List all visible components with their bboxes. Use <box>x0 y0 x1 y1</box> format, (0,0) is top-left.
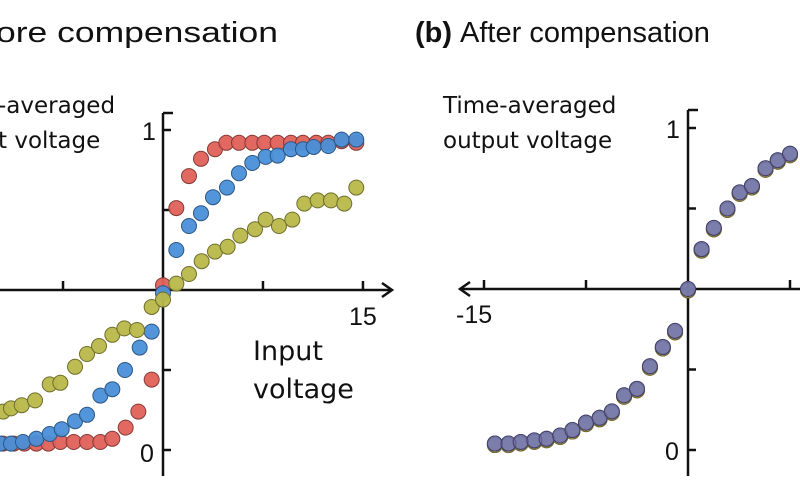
data-point-series-0 <box>256 134 273 151</box>
panel-b-ylabel-line1: Time-averaged <box>442 93 616 119</box>
data-point-series-1 <box>218 179 235 196</box>
data-point-series-1 <box>15 434 32 450</box>
data-point-series-1 <box>104 381 121 398</box>
data-point-series-1 <box>244 154 261 171</box>
data-point-series-3 <box>512 433 529 450</box>
data-point-series-3 <box>667 322 684 339</box>
panel-b: (b) After compensation Time-averaged outp… <box>415 17 800 476</box>
data-point-series-0 <box>117 419 134 436</box>
data-point-series-3 <box>719 200 736 217</box>
data-point-series-2 <box>67 358 84 375</box>
data-point-series-3 <box>782 145 798 162</box>
data-point-series-2 <box>246 221 263 238</box>
data-point-series-3 <box>693 241 710 258</box>
data-point-series-2 <box>13 397 30 414</box>
data-point-series-3 <box>538 430 555 447</box>
data-point-series-3 <box>757 160 774 177</box>
data-point-series-1 <box>333 131 350 148</box>
panel-b-ytick-1: 1 <box>666 116 680 144</box>
data-point-series-2 <box>322 192 339 209</box>
data-point-series-1 <box>143 323 160 340</box>
data-point-series-2 <box>27 392 44 409</box>
panel-a-title: ore compensation <box>0 17 278 49</box>
data-point-series-1 <box>168 242 185 258</box>
data-point-series-2 <box>309 192 326 209</box>
x-axis-arrow <box>457 280 471 298</box>
data-point-series-1 <box>131 339 148 356</box>
data-point-series-3 <box>743 177 760 194</box>
panel-b-ytick-0: 0 <box>665 438 679 466</box>
data-point-series-2 <box>348 179 365 196</box>
panel-a-xlabel-line1: Input <box>253 336 323 367</box>
panel-b-title-text: After compensation <box>460 17 710 49</box>
data-point-series-1 <box>192 205 209 222</box>
panel-a-ylabel-line1: -averaged <box>0 93 115 119</box>
data-point-series-2 <box>180 266 197 282</box>
data-point-series-3 <box>486 435 503 452</box>
data-point-series-2 <box>219 238 236 255</box>
x-axis-arrow <box>381 281 395 299</box>
data-point-series-0 <box>168 200 185 217</box>
data-point-series-1 <box>117 362 134 378</box>
data-point-series-1 <box>180 218 197 234</box>
data-point-series-3 <box>616 387 633 404</box>
data-point-series-2 <box>232 227 249 244</box>
data-point-series-2 <box>257 211 274 228</box>
data-point-series-2 <box>52 374 69 391</box>
data-point-series-1 <box>269 147 286 164</box>
data-point-series-0 <box>79 434 96 450</box>
panel-b-points <box>486 145 798 454</box>
panel-b-title-label: (b) <box>415 17 452 49</box>
data-point-series-1 <box>320 138 337 154</box>
data-point-series-1 <box>53 421 70 438</box>
data-point-series-2 <box>284 211 301 228</box>
data-point-series-2 <box>168 275 185 292</box>
data-point-series-3 <box>680 281 696 297</box>
panel-a-xtick-15: 15 <box>349 303 377 331</box>
data-point-series-1 <box>28 430 45 447</box>
data-point-series-1 <box>79 406 96 423</box>
panel-b-axes <box>457 108 800 476</box>
data-point-series-1 <box>204 189 221 206</box>
data-point-series-0 <box>230 134 247 151</box>
data-point-series-2 <box>129 322 146 338</box>
data-point-series-3 <box>705 219 722 236</box>
data-point-series-2 <box>91 338 108 354</box>
panel-a-ytick-0: 0 <box>140 440 154 468</box>
data-point-series-3 <box>578 414 594 431</box>
data-point-series-1 <box>348 131 365 148</box>
panel-b-title: (b) After compensation <box>415 17 710 49</box>
data-point-series-2 <box>155 291 171 308</box>
data-point-series-0 <box>192 150 209 167</box>
data-point-series-3 <box>654 338 671 355</box>
data-point-series-3 <box>564 422 581 439</box>
data-point-series-2 <box>296 195 313 212</box>
panel-a: ore compensation -averaged t voltage Inp… <box>0 17 395 476</box>
data-point-series-2 <box>193 253 210 270</box>
panel-b-ylabel-line2: output voltage <box>443 128 612 154</box>
panel-b-xtick-minus15: -15 <box>456 301 492 329</box>
data-point-series-1 <box>305 138 322 155</box>
panel-a-ylabel-line2: t voltage <box>0 128 100 154</box>
data-point-series-3 <box>629 380 645 397</box>
data-point-series-0 <box>104 430 121 447</box>
data-point-series-3 <box>603 403 620 420</box>
data-point-series-0 <box>180 168 197 185</box>
panel-a-ytick-1: 1 <box>142 118 156 146</box>
data-point-series-0 <box>65 434 82 450</box>
panel-a-axes <box>0 111 395 476</box>
data-point-series-3 <box>641 358 658 375</box>
data-point-series-2 <box>270 218 287 234</box>
data-point-series-2 <box>79 346 96 362</box>
data-point-series-2 <box>143 298 160 315</box>
data-point-series-0 <box>130 403 147 420</box>
panel-a-xlabel-line2: voltage <box>253 374 354 405</box>
panel-a-points <box>0 131 365 452</box>
data-point-series-1 <box>230 165 247 182</box>
data-point-series-2 <box>336 195 353 212</box>
data-point-series-0 <box>143 371 160 388</box>
